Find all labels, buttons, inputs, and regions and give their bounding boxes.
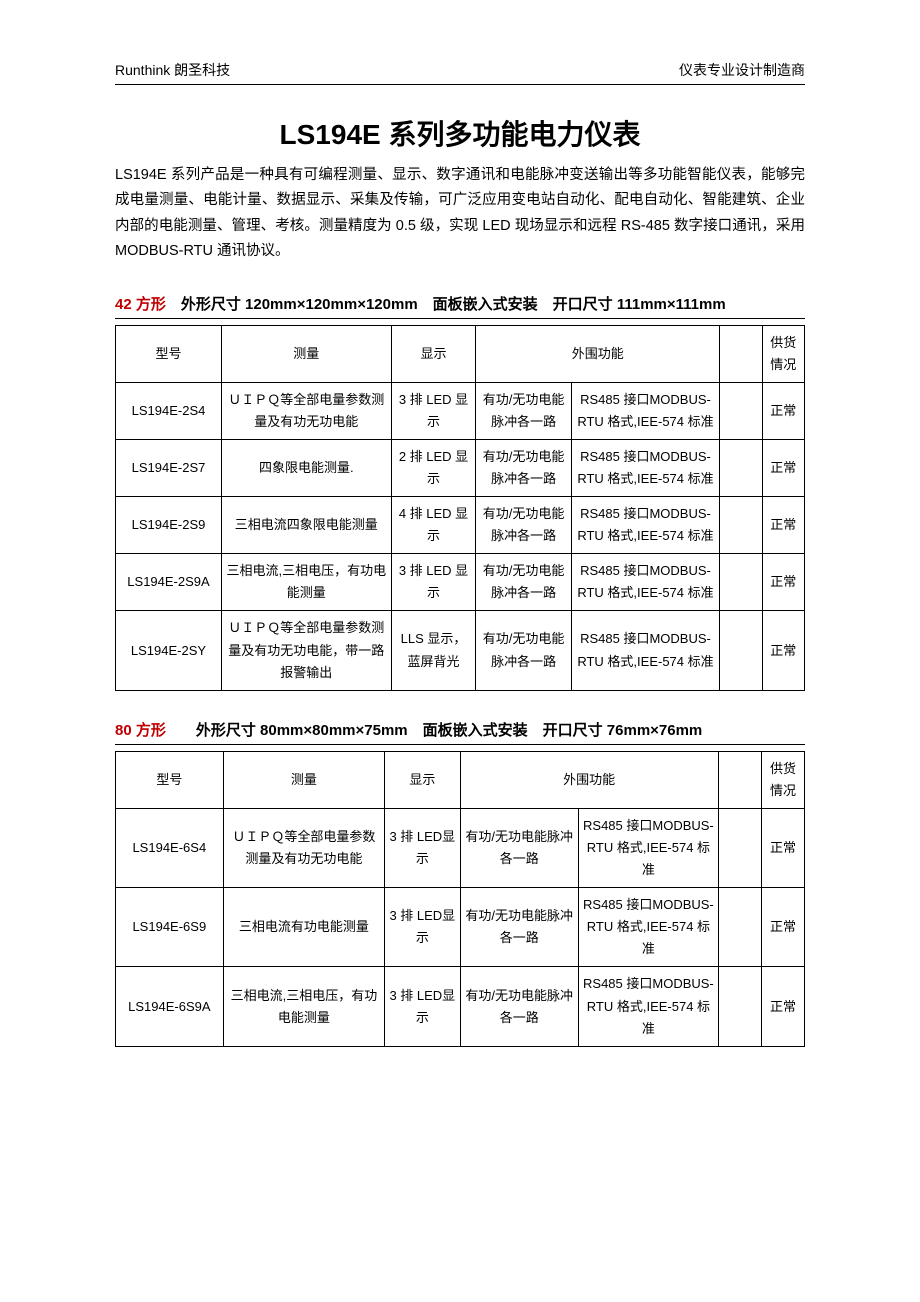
cell-display: 3 排 LED 显示 bbox=[391, 554, 476, 611]
cell-peri1: 有功/无功电能脉冲各一路 bbox=[476, 611, 571, 690]
col-peripheral: 外围功能 bbox=[476, 325, 720, 382]
heading-black: 外形尺寸 120mm×120mm×120mm 面板嵌入式安装 开口尺寸 111m… bbox=[166, 296, 726, 313]
col-measure: 测量 bbox=[223, 751, 384, 808]
cell-measure: 三相电流,三相电压，有功电能测量 bbox=[223, 967, 384, 1046]
cell-empty bbox=[720, 497, 762, 554]
cell-display: 3 排 LED显示 bbox=[385, 808, 460, 887]
table-row: LS194E-2S9A 三相电流,三相电压，有功电能测量 3 排 LED 显示 … bbox=[116, 554, 805, 611]
cell-measure: 三相电流有功电能测量 bbox=[223, 888, 384, 967]
cell-measure: ＵＩＰＱ等全部电量参数测量及有功无功电能，带一路报警输出 bbox=[222, 611, 392, 690]
cell-peri2: RS485 接口MODBUS-RTU 格式,IEE-574 标准 bbox=[578, 967, 718, 1046]
cell-model: LS194E-2S9A bbox=[116, 554, 222, 611]
cell-model: LS194E-6S4 bbox=[116, 808, 224, 887]
table-header-row: 型号 测量 显示 外围功能 供货情况 bbox=[116, 325, 805, 382]
cell-peri2: RS485 接口MODBUS-RTU 格式,IEE-574 标准 bbox=[571, 497, 719, 554]
col-display: 显示 bbox=[385, 751, 460, 808]
section-heading-80: 80 方形 外形尺寸 80mm×80mm×75mm 面板嵌入式安装 开口尺寸 7… bbox=[115, 719, 805, 745]
header-right: 仪表专业设计制造商 bbox=[679, 60, 805, 80]
cell-model: LS194E-6S9A bbox=[116, 967, 224, 1046]
cell-peri1: 有功/无功电能脉冲各一路 bbox=[476, 497, 571, 554]
spec-table-80: 型号 测量 显示 外围功能 供货情况 LS194E-6S4 ＵＩＰＱ等全部电量参… bbox=[115, 751, 805, 1047]
cell-measure: 三相电流,三相电压，有功电能测量 bbox=[222, 554, 392, 611]
cell-display: 3 排 LED显示 bbox=[385, 967, 460, 1046]
cell-peri1: 有功/无功电能脉冲各一路 bbox=[460, 967, 578, 1046]
cell-status: 正常 bbox=[762, 439, 804, 496]
cell-status: 正常 bbox=[762, 611, 804, 690]
col-empty bbox=[718, 751, 761, 808]
cell-display: 2 排 LED 显示 bbox=[391, 439, 476, 496]
cell-peri1: 有功/无功电能脉冲各一路 bbox=[476, 382, 571, 439]
cell-peri2: RS485 接口MODBUS-RTU 格式,IEE-574 标准 bbox=[578, 888, 718, 967]
section-heading-42: 42 方形 外形尺寸 120mm×120mm×120mm 面板嵌入式安装 开口尺… bbox=[115, 293, 805, 319]
cell-measure: 三相电流四象限电能测量 bbox=[222, 497, 392, 554]
col-peripheral: 外围功能 bbox=[460, 751, 718, 808]
table-row: LS194E-6S9A 三相电流,三相电压，有功电能测量 3 排 LED显示 有… bbox=[116, 967, 805, 1046]
cell-peri1: 有功/无功电能脉冲各一路 bbox=[460, 888, 578, 967]
cell-display: 3 排 LED 显示 bbox=[391, 382, 476, 439]
table-header-row: 型号 测量 显示 外围功能 供货情况 bbox=[116, 751, 805, 808]
cell-model: LS194E-2S7 bbox=[116, 439, 222, 496]
col-display: 显示 bbox=[391, 325, 476, 382]
col-model: 型号 bbox=[116, 751, 224, 808]
col-model: 型号 bbox=[116, 325, 222, 382]
cell-peri1: 有功/无功电能脉冲各一路 bbox=[460, 808, 578, 887]
cell-status: 正常 bbox=[762, 497, 804, 554]
cell-measure: ＵＩＰＱ等全部电量参数测量及有功无功电能 bbox=[223, 808, 384, 887]
cell-display: 4 排 LED 显示 bbox=[391, 497, 476, 554]
table-row: LS194E-2SY ＵＩＰＱ等全部电量参数测量及有功无功电能，带一路报警输出 … bbox=[116, 611, 805, 690]
cell-status: 正常 bbox=[762, 382, 804, 439]
cell-empty bbox=[718, 808, 761, 887]
intro-paragraph: LS194E 系列产品是一种具有可编程测量、显示、数字通讯和电能脉冲变送输出等多… bbox=[115, 163, 805, 265]
cell-display: 3 排 LED显示 bbox=[385, 888, 460, 967]
cell-status: 正常 bbox=[761, 967, 804, 1046]
document-header: Runthink 朗圣科技 仪表专业设计制造商 bbox=[115, 60, 805, 85]
cell-model: LS194E-2S4 bbox=[116, 382, 222, 439]
spec-table-42: 型号 测量 显示 外围功能 供货情况 LS194E-2S4 ＵＩＰＱ等全部电量参… bbox=[115, 325, 805, 691]
table-row: LS194E-6S4 ＵＩＰＱ等全部电量参数测量及有功无功电能 3 排 LED显… bbox=[116, 808, 805, 887]
heading-black: 外形尺寸 80mm×80mm×75mm 面板嵌入式安装 开口尺寸 76mm×76… bbox=[166, 722, 702, 739]
cell-display: LLS 显示，蓝屏背光 bbox=[391, 611, 476, 690]
cell-empty bbox=[720, 439, 762, 496]
cell-peri2: RS485 接口MODBUS-RTU 格式,IEE-574 标准 bbox=[571, 382, 719, 439]
cell-peri2: RS485 接口MODBUS-RTU 格式,IEE-574 标准 bbox=[571, 554, 719, 611]
heading-red: 80 方形 bbox=[115, 722, 166, 739]
col-measure: 测量 bbox=[222, 325, 392, 382]
cell-empty bbox=[720, 382, 762, 439]
cell-peri2: RS485 接口MODBUS-RTU 格式,IEE-574 标准 bbox=[571, 611, 719, 690]
page-title: LS194E 系列多功能电力仪表 bbox=[115, 113, 805, 153]
cell-model: LS194E-2S9 bbox=[116, 497, 222, 554]
table-row: LS194E-6S9 三相电流有功电能测量 3 排 LED显示 有功/无功电能脉… bbox=[116, 888, 805, 967]
cell-measure: 四象限电能测量. bbox=[222, 439, 392, 496]
cell-empty bbox=[720, 611, 762, 690]
cell-empty bbox=[720, 554, 762, 611]
cell-model: LS194E-6S9 bbox=[116, 888, 224, 967]
cell-peri1: 有功/无功电能脉冲各一路 bbox=[476, 439, 571, 496]
table-row: LS194E-2S9 三相电流四象限电能测量 4 排 LED 显示 有功/无功电… bbox=[116, 497, 805, 554]
cell-status: 正常 bbox=[761, 808, 804, 887]
cell-model: LS194E-2SY bbox=[116, 611, 222, 690]
heading-red: 42 方形 bbox=[115, 296, 166, 313]
header-left: Runthink 朗圣科技 bbox=[115, 60, 230, 80]
col-empty bbox=[720, 325, 762, 382]
col-status: 供货情况 bbox=[762, 325, 804, 382]
table-row: LS194E-2S4 ＵＩＰＱ等全部电量参数测量及有功无功电能 3 排 LED … bbox=[116, 382, 805, 439]
cell-empty bbox=[718, 888, 761, 967]
cell-peri1: 有功/无功电能脉冲各一路 bbox=[476, 554, 571, 611]
cell-status: 正常 bbox=[761, 888, 804, 967]
cell-measure: ＵＩＰＱ等全部电量参数测量及有功无功电能 bbox=[222, 382, 392, 439]
col-status: 供货情况 bbox=[761, 751, 804, 808]
cell-peri2: RS485 接口MODBUS-RTU 格式,IEE-574 标准 bbox=[571, 439, 719, 496]
cell-status: 正常 bbox=[762, 554, 804, 611]
cell-peri2: RS485 接口MODBUS-RTU 格式,IEE-574 标准 bbox=[578, 808, 718, 887]
table-row: LS194E-2S7 四象限电能测量. 2 排 LED 显示 有功/无功电能脉冲… bbox=[116, 439, 805, 496]
cell-empty bbox=[718, 967, 761, 1046]
